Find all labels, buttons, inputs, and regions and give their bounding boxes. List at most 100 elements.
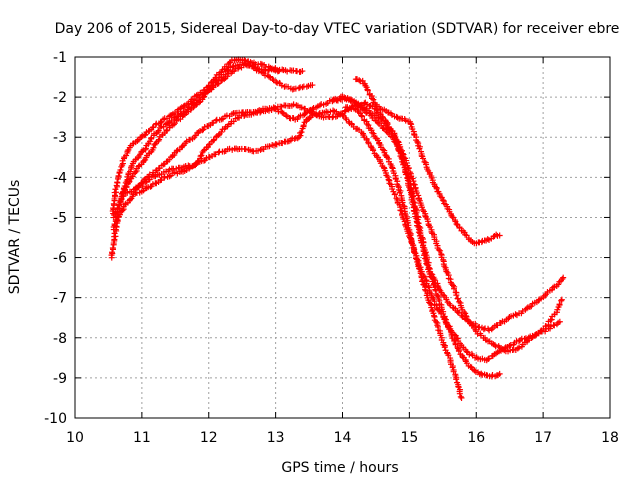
data-point: [516, 344, 523, 351]
data-point: [460, 309, 467, 316]
data-point: [389, 186, 396, 193]
y-tick-label: -9: [53, 371, 67, 387]
data-point: [391, 191, 398, 198]
data-point: [134, 183, 141, 190]
data-point: [200, 94, 207, 101]
data-point: [457, 393, 464, 400]
data-point: [117, 211, 124, 218]
data-point: [443, 268, 450, 275]
data-point: [109, 249, 116, 256]
data-point: [415, 229, 422, 236]
data-point: [334, 97, 341, 104]
data-point: [138, 180, 145, 187]
data-point: [246, 61, 253, 68]
data-point: [399, 199, 406, 206]
data-point: [519, 308, 526, 315]
data-point: [198, 152, 205, 159]
data-point: [419, 277, 426, 284]
data-point: [278, 103, 285, 110]
data-point: [141, 177, 148, 184]
data-point: [528, 335, 535, 342]
x-tick-label: 18: [601, 430, 619, 446]
data-point: [455, 348, 462, 355]
data-point: [115, 172, 122, 179]
data-point: [117, 167, 124, 174]
data-point: [423, 260, 430, 267]
data-point: [114, 216, 121, 223]
data-point: [284, 68, 291, 75]
data-point: [356, 77, 363, 84]
data-point: [290, 101, 297, 108]
data-point: [514, 345, 521, 352]
data-point: [113, 223, 120, 230]
data-point: [112, 233, 119, 240]
data-point: [200, 147, 207, 154]
y-tick-label: -1: [53, 50, 67, 66]
data-point: [199, 127, 206, 134]
data-point: [299, 68, 306, 75]
data-point: [370, 130, 377, 137]
data-point: [480, 326, 487, 333]
data-point: [413, 255, 420, 262]
data-point: [437, 247, 444, 254]
data-point: [273, 78, 280, 85]
data-point: [422, 286, 429, 293]
data-point: [462, 310, 469, 317]
data-point: [496, 370, 503, 377]
data-point: [149, 124, 156, 131]
data-point: [128, 164, 135, 171]
data-point: [453, 220, 460, 227]
data-point: [424, 218, 431, 225]
data-point: [370, 147, 377, 154]
series-track-4: [108, 93, 567, 334]
data-point: [272, 104, 279, 111]
data-point: [476, 323, 483, 330]
data-point: [185, 162, 192, 169]
data-point: [463, 348, 470, 355]
data-point: [124, 148, 131, 155]
data-point: [471, 367, 478, 374]
data-point: [218, 129, 225, 136]
x-tick-label: 12: [200, 430, 218, 446]
data-point: [132, 169, 139, 176]
data-point: [138, 133, 145, 140]
data-point: [384, 173, 391, 180]
data-point: [556, 301, 563, 308]
data-point: [155, 137, 162, 144]
data-point: [330, 107, 337, 114]
data-point: [558, 297, 565, 304]
data-point: [201, 93, 208, 100]
data-point: [421, 252, 428, 259]
data-point: [316, 102, 323, 109]
data-point: [458, 394, 465, 401]
data-point: [433, 318, 440, 325]
data-point: [223, 112, 230, 119]
data-point: [379, 146, 386, 153]
data-point: [269, 76, 276, 83]
data-point: [455, 295, 462, 302]
data-point: [180, 103, 187, 110]
data-point: [114, 179, 121, 186]
data-point: [456, 298, 463, 305]
data-point: [456, 390, 463, 397]
x-tick-label: 11: [133, 430, 151, 446]
data-point: [442, 318, 449, 325]
data-point: [435, 246, 442, 253]
data-point: [556, 318, 563, 325]
data-point: [196, 99, 203, 106]
data-point: [438, 194, 445, 201]
data-point: [349, 97, 356, 104]
data-point: [114, 204, 121, 211]
data-point: [369, 95, 376, 102]
data-point: [551, 322, 558, 329]
data-point: [119, 207, 126, 214]
data-point: [197, 153, 204, 160]
data-point: [491, 341, 498, 348]
data-point: [171, 169, 178, 176]
data-point: [485, 356, 492, 363]
data-point: [374, 119, 381, 126]
data-point: [163, 127, 170, 134]
data-point: [265, 67, 272, 74]
data-point: [451, 285, 458, 292]
